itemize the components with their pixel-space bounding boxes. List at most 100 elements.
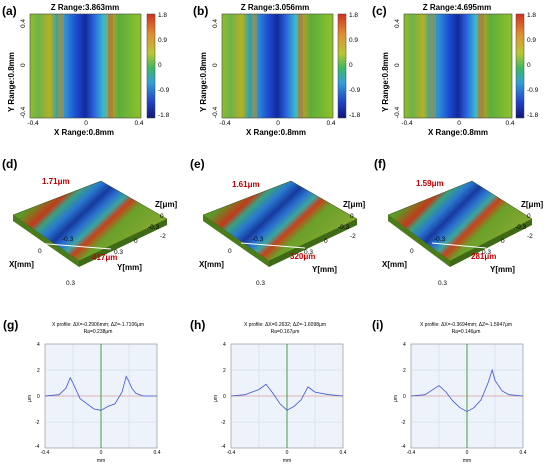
y-tick: 0.3 (304, 249, 314, 256)
profile-stats: X profile: ΔX=-0.3694mm; ΔZ=-1.5947μm (419, 322, 513, 328)
y-tick: -0.3 (338, 224, 350, 231)
x-axis-label: mm (462, 458, 472, 464)
y-range-label: Y Range:0.8mm (381, 52, 390, 112)
colorbar (146, 13, 156, 119)
y-tick: 0.4 (20, 18, 27, 28)
z-tick: 0 (350, 213, 354, 220)
x-axis-label: X[mm] (199, 260, 224, 269)
x-range-label: X Range:0.8mm (427, 128, 489, 137)
x-tick: 0.4 (505, 120, 515, 127)
depth-annotation: 1.59μm (416, 179, 444, 188)
x-tick: -0.3 (252, 236, 264, 243)
y-range-label: Y Range:0.8mm (199, 52, 208, 112)
x-tick: -0.3 (62, 236, 74, 243)
y-tick: 0.4 (212, 18, 219, 28)
panel-label: (d) (2, 157, 18, 171)
y-tick: 0.4 (394, 18, 401, 28)
z-tick: -2 (527, 233, 533, 240)
profile-stats: X profile: ΔX=0.2632; ΔZ=-1.6098μm (243, 322, 327, 328)
z-tick: 0 (160, 213, 164, 220)
colorbar-tick: 0 (158, 62, 162, 69)
panel-label: (f) (374, 157, 386, 171)
colorbar-tick: -0.9 (527, 87, 539, 94)
z-axis-label: Z[μm] (155, 200, 178, 209)
x-tick: -0.4 (226, 450, 236, 456)
x-tick: 0.3 (66, 280, 76, 287)
x-tick: -0.4 (406, 450, 416, 456)
y-tick: -4 (221, 444, 226, 450)
profile-line (230, 383, 344, 411)
height-map-image (403, 13, 513, 119)
x-tick: 0.4 (134, 120, 144, 127)
y-tick: -2 (35, 420, 40, 426)
y-tick: 0 (37, 394, 40, 400)
colorbar-tick: 0.9 (527, 37, 537, 44)
x-tick: 0.4 (326, 120, 336, 127)
z-tick: 0 (527, 213, 531, 220)
colorbar-tick: -0.9 (349, 87, 361, 94)
y-tick: 4 (37, 342, 40, 348)
colorbar-tick: 1.8 (158, 12, 168, 19)
y-tick: 0 (134, 238, 138, 245)
y-axis-label: μm (213, 394, 219, 402)
colorbar (337, 13, 347, 119)
x-tick: 0 (84, 120, 88, 127)
profile-line (44, 375, 157, 411)
x-tick: 0 (228, 248, 232, 255)
y-tick: 0 (403, 394, 406, 400)
depth-annotation: 1.71μm (42, 177, 70, 186)
x-axis-label: mm (282, 458, 292, 464)
y-tick: -0.4 (20, 106, 27, 118)
height-map-image (221, 13, 334, 119)
x-tick: -0.4 (401, 120, 413, 127)
width-annotation: 417μm (92, 253, 118, 262)
x-axis-label: X[mm] (9, 260, 34, 269)
y-axis-label: μm (393, 394, 399, 402)
surface-3d-image (12, 180, 168, 267)
y-tick: 0 (223, 394, 226, 400)
z-axis-label: Z[μm] (343, 200, 366, 209)
y-tick: 2 (223, 368, 226, 374)
panel-label: (g) (3, 318, 19, 332)
x-axis-label: X[mm] (382, 260, 407, 269)
colorbar-tick: 0 (349, 62, 353, 69)
z-axis-label: Z[μm] (521, 200, 544, 209)
y-tick: 4 (403, 342, 406, 348)
z-range-label: Z Range:3.863mm (50, 3, 120, 12)
x-tick: 0 (410, 248, 414, 255)
colorbar-tick: -1.8 (158, 112, 170, 119)
y-tick: -4 (401, 444, 406, 450)
panel-label: (h) (190, 318, 206, 332)
y-tick: 2 (37, 368, 40, 374)
depth-annotation: 1.61μm (232, 180, 260, 189)
profile-chart (230, 343, 344, 449)
panel-label: (a) (2, 4, 17, 18)
x-tick: 0 (285, 450, 289, 456)
profile-chart (44, 343, 158, 449)
y-tick: -4 (35, 444, 40, 450)
y-axis-label: μm (27, 394, 33, 402)
y-tick: 0 (501, 238, 505, 245)
height-map-image (29, 13, 142, 119)
y-tick: -0.3 (148, 224, 160, 231)
x-tick: 0 (465, 450, 469, 456)
surface-3d-image (387, 180, 533, 267)
y-tick: 0.3 (482, 249, 492, 256)
y-tick: 2 (403, 368, 406, 374)
y-axis-label: Y[mm] (117, 263, 142, 272)
colorbar-tick: -1.8 (527, 112, 539, 119)
colorbar-tick: 0.9 (349, 37, 359, 44)
y-tick: -0.4 (394, 106, 401, 118)
panel-label: (c) (372, 4, 387, 18)
z-tick: -2 (160, 233, 166, 240)
profile-line (410, 368, 524, 413)
z-range-label: Z Range:4.695mm (422, 3, 492, 12)
y-tick: 4 (223, 342, 226, 348)
roughness-ra: Ra=0.146μm (451, 329, 481, 335)
surface-3d-image (202, 180, 358, 267)
y-tick: -2 (401, 420, 406, 426)
colorbar-tick: -0.9 (158, 87, 170, 94)
y-tick: -0.4 (212, 106, 219, 118)
x-range-label: X Range:0.8mm (245, 128, 307, 137)
x-tick: 0 (276, 120, 280, 127)
